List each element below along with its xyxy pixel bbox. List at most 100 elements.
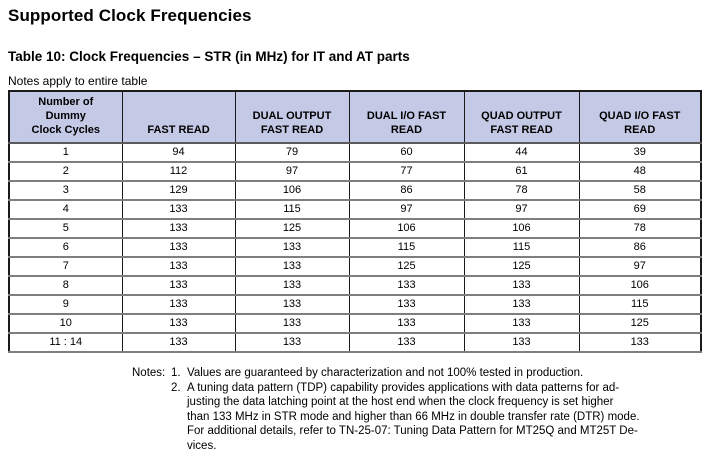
table-cell: 94 (121, 142, 236, 163)
table-note-above: Notes apply to entire table (8, 74, 148, 88)
note-text: A tuning data pattern (TDP) capability p… (187, 381, 704, 454)
table-row: 6 133 133 115 115 86 (8, 237, 702, 258)
note-text-line: than 133 MHz in STR mode and higher than… (187, 410, 640, 423)
table-cell: 5 (8, 218, 123, 239)
note-item: 1. Values are guaranteed by characterizat… (171, 366, 704, 381)
table-cell: 133 (234, 294, 350, 315)
table-cell: 133 (234, 237, 350, 258)
table-cell: 125 (234, 218, 350, 239)
table-cell: 58 (578, 180, 702, 201)
column-header-dual-output-fast-read: DUAL OUTPUT FAST READ (234, 90, 350, 144)
table-caption: Table 10: Clock Frequencies – STR (in MH… (8, 49, 410, 64)
table-row: 9 133 133 133 133 115 (8, 294, 702, 315)
table-cell: 39 (578, 142, 702, 163)
table-cell: 7 (8, 256, 123, 277)
table-cell: 125 (463, 256, 580, 277)
table-cell: 133 (234, 256, 350, 277)
column-header-quad-io-fast-read: QUAD I/O FAST READ (578, 90, 702, 144)
table-cell: 60 (348, 142, 465, 163)
table-cell: 78 (463, 180, 580, 201)
table-row: 10 133 133 133 133 125 (8, 313, 702, 334)
page-title: Supported Clock Frequencies (8, 6, 252, 25)
note-text-line: vices. (187, 439, 217, 452)
note-item: 2. A tuning data pattern (TDP) capability… (171, 381, 704, 454)
table-cell: 69 (578, 199, 702, 220)
table-cell: 133 (463, 294, 580, 315)
table-cell: 133 (463, 275, 580, 296)
table-cell: 115 (463, 237, 580, 258)
table-cell: 133 (348, 275, 465, 296)
table-cell: 48 (578, 161, 702, 182)
table-cell: 125 (348, 256, 465, 277)
table-cell: 129 (121, 180, 236, 201)
table-cell: 115 (234, 199, 350, 220)
table-cell: 133 (234, 275, 350, 296)
table-cell: 133 (348, 332, 465, 353)
table-cell: 2 (8, 161, 123, 182)
table-cell: 97 (234, 161, 350, 182)
table-cell: 133 (121, 199, 236, 220)
note-text-line: A tuning data pattern (TDP) capability p… (187, 381, 620, 394)
table-cell: 125 (578, 313, 702, 334)
table-cell: 133 (578, 332, 702, 353)
column-header-dummy-clock-cycles: Number of Dummy Clock Cycles (8, 90, 123, 144)
table-cell: 133 (121, 294, 236, 315)
table-cell: 11 : 14 (8, 332, 123, 353)
table-row: 3 129 106 86 78 58 (8, 180, 702, 201)
column-header-fast-read: FAST READ (121, 90, 236, 144)
table-cell: 115 (348, 237, 465, 258)
table-header-row: Number of Dummy Clock Cycles FAST READ D… (8, 90, 702, 144)
table-cell: 77 (348, 161, 465, 182)
table-cell: 133 (234, 332, 350, 353)
table-cell: 6 (8, 237, 123, 258)
table-cell: 133 (234, 313, 350, 334)
table-cell: 133 (121, 275, 236, 296)
table-cell: 106 (578, 275, 702, 296)
note-text-line: Values are guaranteed by characterizatio… (187, 367, 584, 379)
table-cell: 133 (348, 294, 465, 315)
notes-label: Notes: (132, 367, 166, 379)
table-cell: 8 (8, 275, 123, 296)
table-cell: 78 (578, 218, 702, 239)
table-cell: 133 (121, 313, 236, 334)
table-cell: 9 (8, 294, 123, 315)
table-cell: 86 (348, 180, 465, 201)
note-text-line: justing the data latching point at the h… (187, 396, 614, 408)
table-cell: 86 (578, 237, 702, 258)
table-body: 1 94 79 60 44 39 2 112 97 77 61 48 3 129 106 86 78 58 4 133… (8, 142, 702, 353)
table-cell: 79 (234, 142, 350, 163)
table-cell: 115 (578, 294, 702, 315)
note-text-line: For additional details, refer to TN-25-0… (187, 425, 638, 437)
table-cell: 133 (121, 256, 236, 277)
table-cell: 10 (8, 313, 123, 334)
table-cell: 106 (348, 218, 465, 239)
column-header-dual-io-fast-read: DUAL I/O FAST READ (348, 90, 465, 144)
table-row: 1 94 79 60 44 39 (8, 142, 702, 163)
table-cell: 133 (463, 313, 580, 334)
table-cell: 133 (121, 332, 236, 353)
note-text: Values are guaranteed by characterizatio… (187, 366, 704, 381)
table-row: 2 112 97 77 61 48 (8, 161, 702, 182)
note-number: 1. (171, 367, 181, 379)
table-cell: 4 (8, 199, 123, 220)
notes-list: 1. Values are guaranteed by characterizat… (171, 366, 704, 453)
table-cell: 133 (121, 237, 236, 258)
column-header-quad-output-fast-read: QUAD OUTPUT FAST READ (463, 90, 580, 144)
table-cell: 44 (463, 142, 580, 163)
table-row: 5 133 125 106 106 78 (8, 218, 702, 239)
table-cell: 61 (463, 161, 580, 182)
table-cell: 97 (578, 256, 702, 277)
note-number: 2. (171, 381, 181, 394)
table-cell: 133 (348, 313, 465, 334)
table-row: 8 133 133 133 133 106 (8, 275, 702, 296)
table-row: 7 133 133 125 125 97 (8, 256, 702, 277)
table-row: 4 133 115 97 97 69 (8, 199, 702, 220)
table-cell: 106 (234, 180, 350, 201)
notes-section: Notes: 1. Values are guaranteed by charac… (132, 366, 704, 453)
table-row: 11 : 14 133 133 133 133 133 (8, 332, 702, 353)
table-cell: 97 (348, 199, 465, 220)
table-cell: 106 (463, 218, 580, 239)
table-cell: 3 (8, 180, 123, 201)
table-cell: 1 (8, 142, 123, 163)
